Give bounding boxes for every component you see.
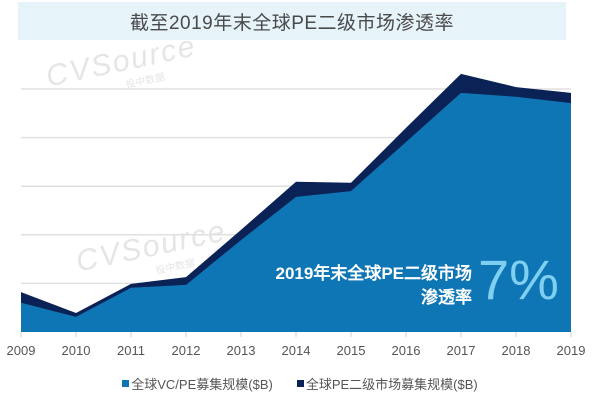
x-tick-label: 2015 — [336, 343, 366, 358]
legend-item-secondary: 全球PE二级市场募集规模($B) — [296, 374, 478, 393]
x-tick-label: 2012 — [171, 343, 201, 358]
penetration-annotation: 2019年末全球PE二级市场 渗透率 — [262, 262, 473, 310]
legend: 全球VC/PE募集规模($B) 全球PE二级市场募集规模($B) — [0, 374, 600, 393]
x-tick-label: 2016 — [391, 343, 421, 358]
legend-label: 全球VC/PE募集规模($B) — [131, 377, 273, 392]
x-tick-label: 2010 — [61, 343, 91, 358]
legend-item-vcpe: 全球VC/PE募集规模($B) — [122, 374, 273, 393]
x-tick-label: 2014 — [281, 343, 311, 358]
x-tick-label: 2009 — [6, 343, 36, 358]
penetration-value: 7% — [478, 248, 559, 311]
x-tick-label: 2017 — [446, 343, 476, 358]
x-axis-ticks — [20, 332, 572, 337]
area-vc-pe-fundraising — [21, 92, 571, 333]
chart-title: 截至2019年末全球PE二级市场渗透率 — [129, 12, 455, 34]
annotation-line2: 渗透率 — [421, 288, 472, 307]
x-tick-label: 2011 — [117, 343, 145, 358]
legend-label: 全球PE二级市场募集规模($B) — [305, 377, 478, 392]
chart-title-bar: 截至2019年末全球PE二级市场渗透率 — [18, 2, 566, 40]
x-tick-label: 2018 — [501, 343, 531, 358]
x-tick-label: 2019 — [556, 343, 586, 358]
legend-swatch-icon — [296, 380, 304, 387]
legend-swatch-icon — [122, 380, 130, 387]
annotation-line1: 2019年末全球PE二级市场 — [275, 264, 473, 283]
x-tick-label: 2013 — [226, 343, 256, 358]
